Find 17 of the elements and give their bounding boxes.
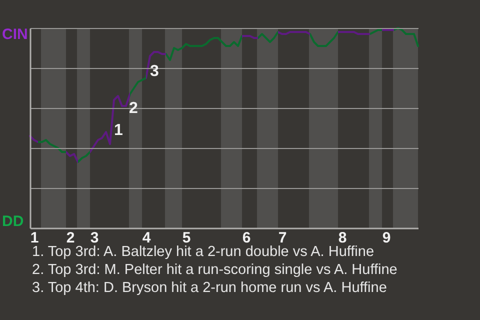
x-tick-label: 2 [66,230,75,246]
x-tick-label: 7 [278,230,287,246]
x-tick-label: 9 [382,230,391,246]
text: 3. Top 4th: D. Bryson hit a 2-run home run vs A. Huffine [32,279,388,297]
annotation: 1 [114,122,123,139]
x-tick-label: 5 [182,230,191,246]
text: DD [2,213,24,230]
x-tick-label: 1 [30,230,39,246]
x-tick-label: 4 [142,230,152,246]
annotation: 2 [129,100,138,117]
x-tick-label: 6 [242,230,251,246]
text: 1. Top 3rd: A. Baltzley hit a 2-run double vs A. Huffine [32,244,374,260]
x-tick-label: 8 [338,230,347,246]
annotation: 3 [150,63,159,80]
text: 2. Top 3rd: M. Pelter hit a run-scoring single vs A. Huffine [32,261,398,279]
x-tick-label: 3 [90,230,99,246]
text: CIN [2,26,28,43]
